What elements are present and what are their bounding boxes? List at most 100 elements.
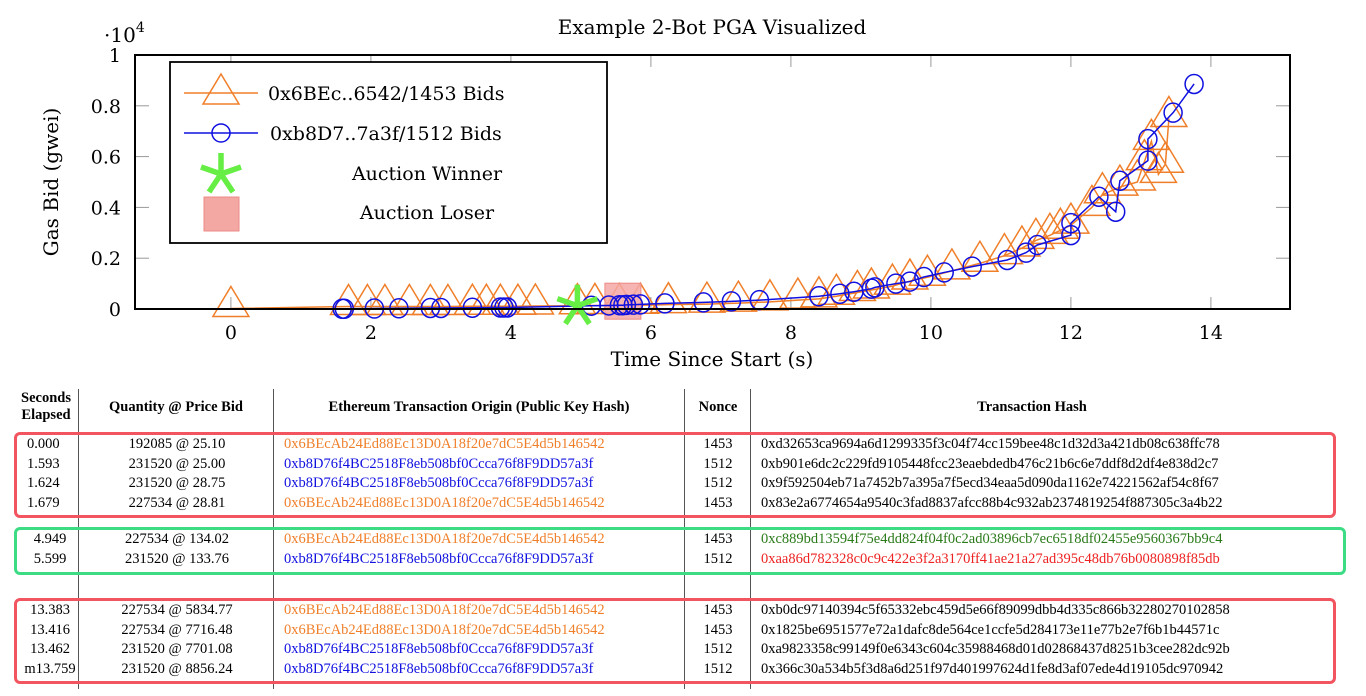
blue-circle-point: [1138, 128, 1158, 150]
column-divider: [273, 389, 274, 689]
table-row: m13.759 231520 @ 8856.24 0xb8D76f4BC2518F8…: [14, 660, 1344, 679]
cell-origin: 0xb8D76f4BC2518F8eb508bf0Ccca76f8F9DD57a…: [284, 475, 594, 491]
blue-circle-point: [830, 283, 850, 305]
cell-quantity: 231520 @ 28.75: [128, 475, 226, 491]
cell-hash: 0x83e2a6774654a9540c3fad8837afcc88b4c932…: [761, 494, 1223, 511]
series-line-orange: [230, 118, 1170, 310]
blue-circle-point: [693, 292, 714, 313]
asterisk-arm: [556, 296, 579, 309]
blue-circle-point: [420, 297, 441, 319]
cell-quantity: 192085 @ 25.10: [128, 436, 226, 452]
y-tick-label: 0.2: [91, 248, 121, 270]
cell-seconds: 1.624: [27, 475, 60, 491]
header-hash: Transaction Hash: [977, 398, 1087, 415]
square-icon: [203, 196, 240, 232]
cell-quantity: 231520 @ 7701.08: [121, 641, 233, 657]
cell-seconds: 1.679: [27, 494, 60, 511]
cell-origin: 0xb8D76f4BC2518F8eb508bf0Ccca76f8F9DD57a…: [284, 641, 594, 657]
cell-nonce: 1512: [703, 641, 733, 657]
header-seconds-elapsed: Seconds Elapsed: [14, 389, 78, 425]
header-seconds-line2: Elapsed: [21, 407, 71, 423]
cell-hash: 0x1825be6951577e72a1dafc8de564ce1ccfe5d2…: [761, 621, 1220, 638]
cell-nonce: 1453: [703, 621, 733, 638]
blue-circle-point: [1016, 242, 1036, 263]
blue-circle-point: [1138, 150, 1158, 171]
x-tick-label: 10: [919, 322, 943, 344]
blue-circle-point: [1110, 170, 1130, 191]
cell-hash: 0xb901e6dc2c229fd9105448fcc23eaebdedb476…: [761, 455, 1219, 472]
x-tick-label: 2: [365, 322, 377, 344]
blue-circle-point: [616, 294, 637, 316]
y-tick-label: 0: [109, 299, 121, 321]
cell-seconds: 13.462: [30, 641, 70, 657]
blue-circle-point: [1061, 212, 1081, 234]
blue-circle-point: [623, 294, 644, 315]
x-tick-label: 12: [1059, 322, 1083, 344]
cell-origin: 0x6BEcAb24Ed88Ec13D0A18f20e7dC5E4d5b1465…: [284, 602, 605, 618]
ellipsis: ...: [164, 518, 173, 532]
cell-nonce: 1512: [703, 660, 733, 677]
cell-hash: 0x366c30a534b5f3d8a6d251f97d401997624d1f…: [761, 660, 1224, 677]
orange-triangle-point: [1083, 171, 1122, 204]
ellipsis: ...: [708, 589, 717, 603]
header-origin: Ethereum Transaction Origin (Public Key …: [328, 398, 630, 415]
cell-nonce: 1453: [703, 436, 733, 452]
blue-circle-point: [721, 291, 742, 312]
column-divider: [750, 389, 751, 689]
ellipsis: ...: [30, 589, 39, 603]
ellipsis: ...: [760, 589, 769, 603]
legend-box: [169, 61, 608, 244]
blue-circle-point: [809, 286, 829, 307]
cell-quantity: 231520 @ 133.76: [125, 550, 229, 567]
cell-seconds: 13.383: [30, 602, 70, 618]
ellipsis: ...: [30, 518, 39, 532]
cell-origin: 0x6BEcAb24Ed88Ec13D0A18f20e7dC5E4d5b1465…: [284, 494, 605, 511]
highlight-box: [14, 432, 1336, 518]
legend-label-orange: 0x6BEc..6542/1453 Bids: [268, 83, 505, 105]
header-nonce: Nonce: [698, 398, 738, 415]
orange-triangle-point: [1072, 183, 1112, 217]
ellipsis: ...: [284, 518, 293, 532]
table-row: 0.000 192085 @ 25.10 0x6BEcAb24Ed88Ec13D0A…: [14, 435, 1344, 454]
cell-seconds: 0.000: [27, 436, 60, 452]
table-row: 4.949 227534 @ 134.02 0x6BEcAb24Ed88Ec13D0…: [14, 530, 1344, 549]
table-row: 1.624 231520 @ 28.75 0xb8D76f4BC2518F8eb50…: [14, 474, 1344, 493]
blue-circle-point: [462, 297, 483, 318]
ellipsis: ...: [164, 589, 173, 603]
cell-seconds: 1.593: [27, 455, 60, 472]
cell-hash: 0x9f592504eb71a7452b7a395a7f5ecd34eaa5d0…: [761, 475, 1219, 491]
cell-seconds: 13.416: [30, 621, 70, 638]
cell-quantity: 231520 @ 8856.24: [121, 660, 233, 677]
orange-triangle-point: [211, 285, 251, 318]
cell-origin: 0x6BEcAb24Ed88Ec13D0A18f20e7dC5E4d5b1465…: [284, 436, 605, 452]
highlight-box: [14, 598, 1336, 684]
cell-quantity: 227534 @ 134.02: [125, 531, 229, 547]
blue-circle-point: [630, 294, 651, 315]
cell-seconds: 4.949: [33, 531, 67, 547]
cell-nonce: 1453: [703, 531, 733, 547]
blue-circle-point: [1027, 234, 1048, 256]
x-tick-label: 0: [225, 322, 237, 344]
y-multiplier: ·104: [104, 20, 145, 47]
y-multiplier-exponent: 4: [136, 20, 145, 36]
blue-circle-point: [886, 273, 906, 294]
table-row: 1.593 231520 @ 25.00 0xb8D76f4BC2518F8eb50…: [14, 455, 1344, 474]
blue-circle-point: [914, 266, 934, 288]
cell-hash: 0xd32653ca9694a6d1299335f3c04f74cc159bee…: [761, 436, 1220, 452]
cell-hash: 0xc889bd13594f75e4dd824f04f0c2ad03896cb7…: [761, 531, 1223, 547]
table-row: 13.416 227534 @ 7716.48 0x6BEcAb24Ed88Ec13…: [14, 621, 1344, 640]
cell-nonce: 1512: [703, 550, 733, 567]
cell-nonce: 1453: [703, 602, 733, 618]
series-line-blue: [342, 83, 1195, 310]
orange-triangle-point: [799, 275, 839, 308]
legend: 0x6BEc..6542/1453 Bids 0xb8D7..7a3f/1512…: [169, 61, 608, 244]
orange-triangle-point: [890, 257, 930, 290]
ellipsis: ...: [708, 518, 717, 532]
table-row: 13.462 231520 @ 7701.08 0xb8D76f4BC2518F8e…: [14, 640, 1344, 659]
orange-triangle-point: [1132, 117, 1171, 151]
blue-circle-point: [1184, 73, 1204, 95]
orange-triangle-point: [1149, 95, 1189, 128]
blue-circle-point: [1105, 201, 1126, 222]
y-tick-label: 0.6: [91, 147, 121, 169]
cell-quantity: 227534 @ 28.81: [128, 494, 226, 511]
